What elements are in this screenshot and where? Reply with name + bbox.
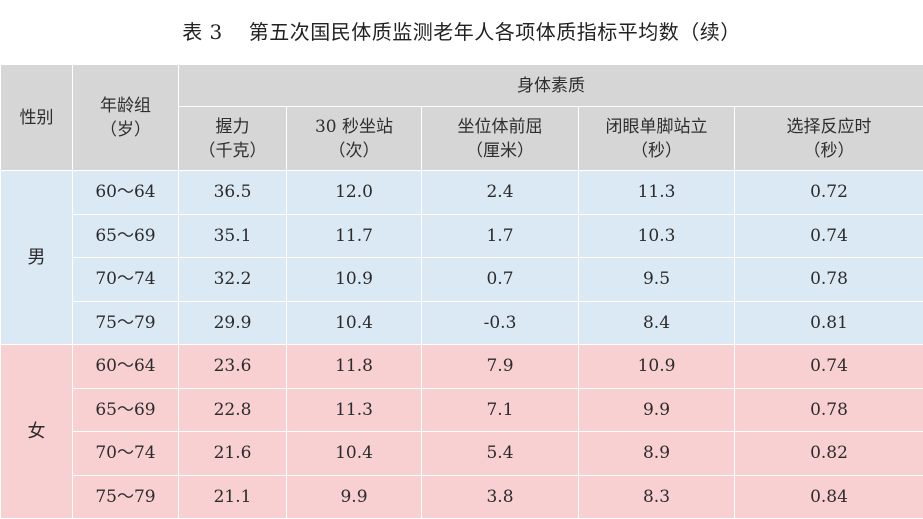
- value-cell: 12.0: [287, 171, 422, 215]
- header-col-name: 30 秒坐站: [287, 115, 421, 139]
- header-group-title: 身体素质: [179, 65, 923, 107]
- value-cell: 7.9: [422, 345, 579, 389]
- header-col-unit: （厘米）: [422, 139, 578, 163]
- value-cell: 0.74: [735, 345, 923, 389]
- value-cell: 8.3: [579, 475, 735, 519]
- value-cell: 9.9: [287, 475, 422, 519]
- value-cell: 22.8: [179, 388, 287, 432]
- age-cell: 75～79: [73, 475, 179, 519]
- table-caption: 表 3 第五次国民体质监测老年人各项体质指标平均数（续）: [0, 0, 923, 64]
- value-cell: 0.84: [735, 475, 923, 519]
- value-cell: 36.5: [179, 171, 287, 215]
- value-cell: 11.7: [287, 214, 422, 258]
- table-number: 表 3: [182, 20, 223, 44]
- value-cell: 8.4: [579, 301, 735, 345]
- value-cell: 2.4: [422, 171, 579, 215]
- age-cell: 75～79: [73, 301, 179, 345]
- value-cell: 11.3: [579, 171, 735, 215]
- value-cell: -0.3: [422, 301, 579, 345]
- header-col-sit-stand: 30 秒坐站 （次）: [287, 107, 422, 171]
- sex-cell: 男: [1, 171, 73, 345]
- value-cell: 21.1: [179, 475, 287, 519]
- value-cell: 0.78: [735, 258, 923, 302]
- header-col-reaction: 选择反应时 （秒）: [735, 107, 923, 171]
- value-cell: 0.81: [735, 301, 923, 345]
- age-cell: 60～64: [73, 171, 179, 215]
- value-cell: 0.72: [735, 171, 923, 215]
- header-col-unit: （秒）: [579, 139, 734, 163]
- value-cell: 5.4: [422, 432, 579, 476]
- age-cell: 70～74: [73, 432, 179, 476]
- header-age-group: 年龄组 （岁）: [73, 65, 179, 171]
- header-age-unit: （岁）: [73, 118, 178, 142]
- value-cell: 0.82: [735, 432, 923, 476]
- header-col-name: 闭眼单脚站立: [579, 115, 734, 139]
- header-col-sit-reach: 坐位体前屈 （厘米）: [422, 107, 579, 171]
- header-col-name: 选择反应时: [735, 115, 923, 139]
- value-cell: 11.3: [287, 388, 422, 432]
- header-age-label: 年龄组: [73, 94, 178, 118]
- value-cell: 3.8: [422, 475, 579, 519]
- value-cell: 10.9: [287, 258, 422, 302]
- value-cell: 10.3: [579, 214, 735, 258]
- value-cell: 10.4: [287, 301, 422, 345]
- value-cell: 9.5: [579, 258, 735, 302]
- value-cell: 11.8: [287, 345, 422, 389]
- value-cell: 0.7: [422, 258, 579, 302]
- age-cell: 65～69: [73, 388, 179, 432]
- value-cell: 32.2: [179, 258, 287, 302]
- value-cell: 35.1: [179, 214, 287, 258]
- value-cell: 9.9: [579, 388, 735, 432]
- header-col-name: 握力: [179, 115, 286, 139]
- fitness-table: 性别 年龄组 （岁） 身体素质 握力 （千克） 30 秒坐站 （次） 坐位体前屈…: [0, 64, 923, 519]
- value-cell: 7.1: [422, 388, 579, 432]
- header-col-name: 坐位体前屈: [422, 115, 578, 139]
- header-col-unit: （秒）: [735, 139, 923, 163]
- header-col-grip: 握力 （千克）: [179, 107, 287, 171]
- value-cell: 10.4: [287, 432, 422, 476]
- value-cell: 1.7: [422, 214, 579, 258]
- age-cell: 65～69: [73, 214, 179, 258]
- value-cell: 23.6: [179, 345, 287, 389]
- value-cell: 10.9: [579, 345, 735, 389]
- value-cell: 29.9: [179, 301, 287, 345]
- header-sex: 性别: [1, 65, 73, 171]
- value-cell: 0.74: [735, 214, 923, 258]
- header-col-balance: 闭眼单脚站立 （秒）: [579, 107, 735, 171]
- value-cell: 21.6: [179, 432, 287, 476]
- header-col-unit: （千克）: [179, 139, 286, 163]
- age-cell: 70～74: [73, 258, 179, 302]
- sex-cell: 女: [1, 345, 73, 519]
- value-cell: 0.78: [735, 388, 923, 432]
- table-header: 性别 年龄组 （岁） 身体素质 握力 （千克） 30 秒坐站 （次） 坐位体前屈…: [1, 65, 923, 171]
- table-title: 第五次国民体质监测老年人各项体质指标平均数（续）: [249, 20, 741, 44]
- header-col-unit: （次）: [287, 139, 421, 163]
- age-cell: 60～64: [73, 345, 179, 389]
- value-cell: 8.9: [579, 432, 735, 476]
